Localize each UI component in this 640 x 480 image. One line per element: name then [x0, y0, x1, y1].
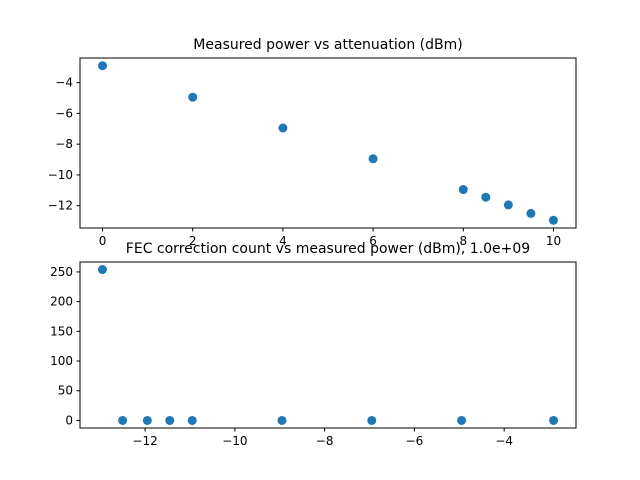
- point-1-0: [98, 61, 108, 71]
- point-1-4: [458, 185, 468, 195]
- y-tick-label-2-0: 0: [65, 413, 73, 427]
- point-1-2: [278, 123, 288, 133]
- chart-title-1: Measured power vs attenuation (dBm): [193, 37, 462, 53]
- plot-area-2: [79, 261, 577, 429]
- point-2-0: [97, 265, 107, 275]
- x-tick-label-2-0: −12: [132, 434, 157, 448]
- y-tick-label-2-5: 250: [50, 265, 73, 279]
- x-tick-label-2-2: −8: [316, 434, 334, 448]
- point-1-1: [188, 92, 198, 102]
- y-tick-label-1-3: −6: [55, 106, 73, 120]
- x-tick-label-1-4: 8: [459, 234, 467, 248]
- axes-2: FEC correction count vs measured power (…: [50, 241, 577, 448]
- point-2-8: [549, 415, 559, 425]
- point-2-2: [142, 415, 152, 425]
- y-tick-label-1-2: −8: [55, 137, 73, 151]
- x-tick-label-1-5: 10: [546, 234, 561, 248]
- point-2-4: [187, 415, 197, 425]
- point-1-3: [368, 154, 378, 164]
- point-2-7: [457, 415, 467, 425]
- point-1-8: [548, 215, 558, 225]
- x-tick-label-2-3: −6: [406, 434, 424, 448]
- plot-area-1: [79, 57, 577, 229]
- point-2-3: [165, 415, 175, 425]
- y-tick-label-1-1: −10: [48, 168, 73, 182]
- point-2-1: [118, 415, 128, 425]
- y-tick-label-2-1: 50: [58, 384, 73, 398]
- x-tick-label-1-0: 0: [99, 234, 107, 248]
- point-2-5: [277, 415, 287, 425]
- point-2-6: [367, 415, 377, 425]
- x-tick-label-1-2: 4: [279, 234, 287, 248]
- y-tick-label-2-2: 100: [50, 354, 73, 368]
- x-tick-label-2-1: −10: [222, 434, 247, 448]
- axes-1: Measured power vs attenuation (dBm) 0 2 4 6 8…: [48, 37, 577, 248]
- y-tick-label-2-3: 150: [50, 324, 73, 338]
- point-1-7: [526, 208, 536, 218]
- x-tick-label-1-1: 2: [189, 234, 197, 248]
- y-tick-label-1-4: −4: [55, 76, 73, 90]
- chart-title-2: FEC correction count vs measured power (…: [126, 241, 530, 257]
- point-1-5: [481, 192, 491, 202]
- x-tick-label-1-3: 6: [369, 234, 377, 248]
- y-tick-label-1-0: −12: [48, 199, 73, 213]
- x-tick-label-2-4: −4: [495, 434, 513, 448]
- point-1-6: [503, 200, 513, 210]
- y-tick-label-2-4: 200: [50, 295, 73, 309]
